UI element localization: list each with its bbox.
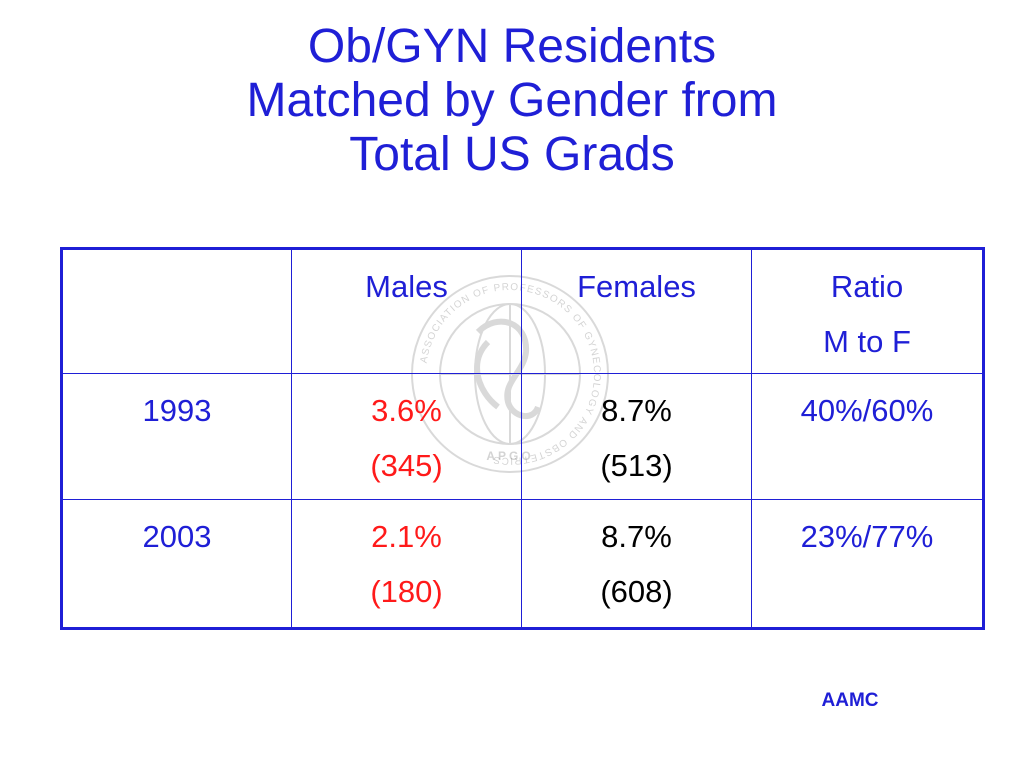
header-ratio-label: Ratio (830, 269, 904, 304)
males-count: (345) (370, 448, 443, 483)
females-percent: 8.7% (601, 519, 672, 554)
table-header-row: Males Females Ratio M to F (61, 248, 984, 374)
header-ratio-sublabel: M to F (823, 324, 911, 359)
residents-gender-table: Males Females Ratio M to F 1993 3.6% (34… (60, 247, 985, 630)
table-row: 2003 2.1% (180) 8.7% (608) 23%/77% (61, 499, 984, 629)
title-line-2: Matched by Gender from (246, 74, 778, 127)
header-females: Females (521, 248, 752, 374)
header-males-label: Males (365, 269, 448, 304)
males-cell: 2.1% (180) (291, 499, 522, 629)
males-percent: 2.1% (371, 519, 442, 554)
source-credit: AAMC (821, 690, 879, 711)
header-females-label: Females (577, 269, 696, 304)
females-percent: 8.7% (601, 393, 672, 428)
ratio-value: 23%/77% (800, 519, 934, 554)
year-cell: 2003 (61, 499, 292, 629)
ratio-cell: 23%/77% (751, 499, 984, 629)
females-count: (513) (600, 448, 673, 483)
header-blank-cell (61, 248, 292, 374)
ratio-value: 40%/60% (800, 393, 934, 428)
females-count: (608) (600, 574, 673, 609)
females-cell: 8.7% (608) (521, 499, 752, 629)
slide-title: Ob/GYN Residents Matched by Gender from … (0, 20, 1024, 182)
title-line-1: Ob/GYN Residents (307, 20, 717, 73)
title-line-3: Total US Grads (349, 128, 675, 181)
header-males: Males (291, 248, 522, 374)
males-count: (180) (370, 574, 443, 609)
year-label: 1993 (142, 393, 212, 428)
year-label: 2003 (142, 519, 212, 554)
header-ratio: Ratio M to F (751, 248, 984, 374)
females-cell: 8.7% (513) (521, 373, 752, 500)
table-row: 1993 3.6% (345) 8.7% (513) 40%/60% (61, 373, 984, 500)
males-percent: 3.6% (371, 393, 442, 428)
males-cell: 3.6% (345) (291, 373, 522, 500)
ratio-cell: 40%/60% (751, 373, 984, 500)
year-cell: 1993 (61, 373, 292, 500)
